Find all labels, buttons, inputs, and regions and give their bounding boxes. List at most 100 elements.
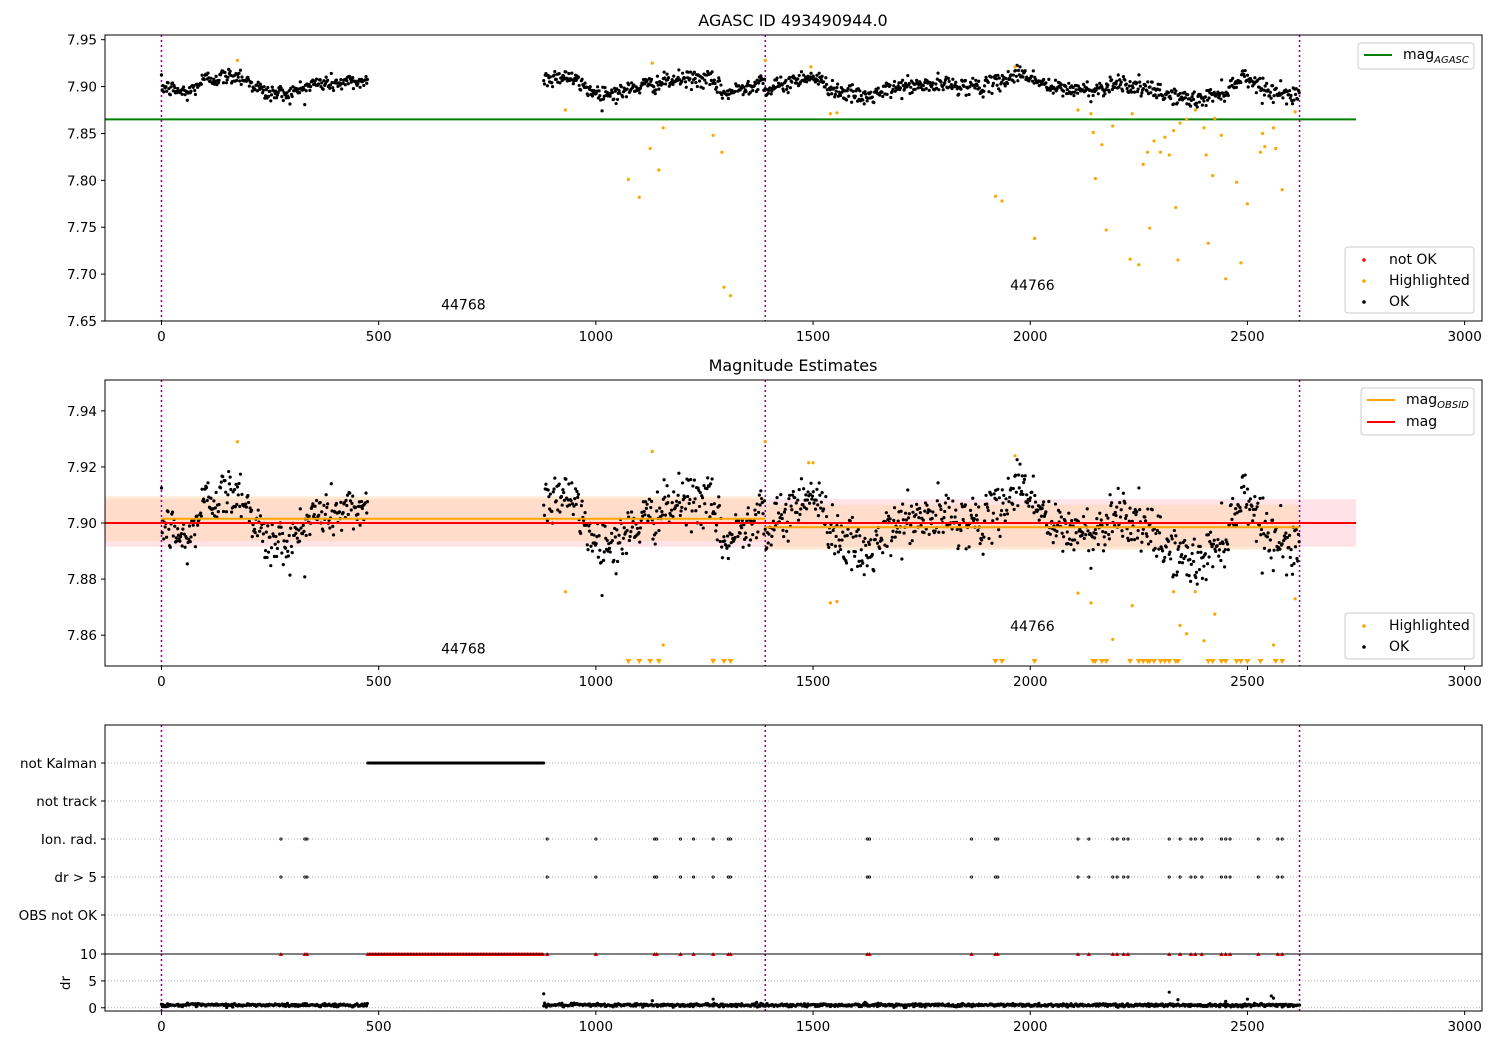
highlighted-point bbox=[1185, 117, 1189, 121]
ok-point bbox=[850, 100, 854, 104]
ok-point bbox=[913, 529, 917, 533]
ok-point bbox=[943, 78, 948, 82]
ok-point bbox=[1005, 512, 1010, 516]
ok-point bbox=[875, 533, 879, 537]
dr-point bbox=[923, 1005, 927, 1009]
highlighted-point bbox=[661, 643, 665, 647]
ok-point bbox=[223, 479, 227, 483]
ok-point bbox=[256, 80, 260, 84]
ok-point bbox=[759, 74, 763, 78]
ok-point bbox=[1033, 493, 1037, 498]
ok-point bbox=[836, 550, 840, 554]
ion-rad-point bbox=[1115, 837, 1119, 841]
ok-point bbox=[653, 92, 657, 96]
ok-point bbox=[1073, 538, 1077, 542]
ok-point bbox=[1014, 68, 1018, 73]
ok-point bbox=[957, 92, 961, 96]
ok-point bbox=[663, 495, 667, 499]
highlighted-point bbox=[650, 449, 654, 454]
ok-point bbox=[1117, 85, 1121, 89]
highlighted-point bbox=[1111, 637, 1115, 641]
ok-point bbox=[1204, 103, 1208, 108]
ok-point bbox=[1031, 69, 1035, 73]
dr-gt-5-point bbox=[1256, 875, 1260, 879]
ok-point bbox=[209, 496, 213, 500]
ok-point bbox=[921, 518, 925, 522]
ok-point bbox=[542, 513, 547, 517]
ok-point bbox=[589, 544, 593, 548]
ok-point bbox=[1155, 529, 1159, 533]
ok-point bbox=[982, 89, 986, 93]
highlighted-point bbox=[1089, 112, 1093, 116]
dr-point bbox=[641, 1005, 645, 1009]
legend-label-mag: mag bbox=[1406, 414, 1437, 430]
ok-point bbox=[1247, 499, 1251, 503]
ok-point bbox=[906, 73, 910, 78]
ok-point bbox=[1070, 90, 1075, 94]
ok-point bbox=[360, 506, 364, 510]
x-tick-label: 0 bbox=[157, 1019, 166, 1035]
ok-point bbox=[833, 92, 838, 96]
ok-point bbox=[680, 71, 685, 75]
highlighted-offscale-marker bbox=[1233, 659, 1240, 664]
ok-point bbox=[1203, 95, 1207, 99]
ok-point bbox=[180, 544, 184, 548]
ok-point bbox=[258, 529, 262, 533]
ok-point bbox=[1146, 542, 1151, 546]
ok-point bbox=[733, 535, 737, 540]
ion-rad-point bbox=[655, 837, 659, 841]
ok-point bbox=[1100, 523, 1104, 527]
ok-point bbox=[709, 502, 713, 507]
ok-point bbox=[612, 97, 616, 101]
ok-point bbox=[1132, 537, 1137, 542]
ok-point bbox=[700, 496, 705, 500]
ok-point bbox=[256, 508, 260, 512]
ok-point bbox=[1108, 75, 1112, 79]
ok-point bbox=[1296, 97, 1300, 101]
dr-point bbox=[1297, 1003, 1302, 1007]
x-tick-label: 3000 bbox=[1447, 1019, 1481, 1035]
highlighted-point bbox=[720, 150, 724, 154]
ok-point bbox=[853, 94, 857, 98]
x-tick-label: 500 bbox=[366, 1019, 392, 1035]
ok-point bbox=[1054, 534, 1058, 538]
ok-point bbox=[219, 480, 223, 484]
ok-point bbox=[934, 82, 938, 86]
ok-point bbox=[608, 94, 612, 98]
ok-point bbox=[1041, 503, 1045, 507]
ok-point bbox=[210, 511, 215, 516]
ok-point bbox=[1287, 545, 1291, 550]
ok-point bbox=[1115, 79, 1119, 83]
ok-point bbox=[572, 504, 576, 508]
ok-point bbox=[1195, 105, 1199, 109]
ok-point bbox=[1025, 493, 1029, 497]
ok-point bbox=[872, 100, 876, 105]
highlighted-offscale-marker bbox=[625, 659, 632, 664]
ok-point bbox=[830, 78, 835, 83]
ok-point bbox=[255, 534, 260, 538]
ok-point bbox=[266, 94, 271, 98]
ok-point bbox=[1243, 473, 1247, 477]
ok-point bbox=[1031, 474, 1035, 478]
ok-point bbox=[560, 503, 564, 507]
ok-point bbox=[236, 493, 240, 497]
ok-point bbox=[340, 87, 344, 91]
ok-point bbox=[951, 77, 955, 81]
ok-point bbox=[285, 539, 289, 543]
highlighted-offscale-marker bbox=[1127, 659, 1134, 664]
ok-point bbox=[269, 564, 273, 568]
ok-point bbox=[587, 524, 591, 528]
ok-point bbox=[1001, 78, 1005, 82]
ok-point bbox=[1104, 530, 1108, 535]
ok-point bbox=[1225, 542, 1230, 546]
ok-point bbox=[600, 593, 604, 598]
ok-point bbox=[213, 506, 217, 510]
ok-point bbox=[921, 84, 925, 88]
ok-point bbox=[816, 503, 820, 507]
ion-rad-point bbox=[1189, 837, 1193, 841]
ok-point bbox=[638, 540, 642, 544]
ok-point bbox=[1281, 96, 1285, 100]
ok-point bbox=[1231, 496, 1235, 501]
ok-point bbox=[298, 507, 302, 511]
